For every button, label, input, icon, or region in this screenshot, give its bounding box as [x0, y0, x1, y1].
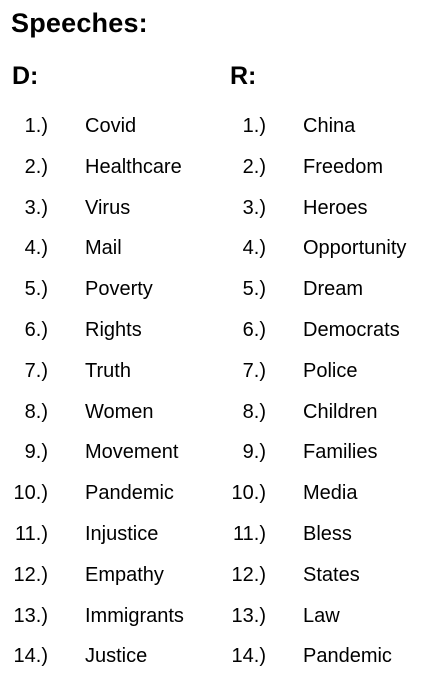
list-item-r: 4.) Opportunity — [218, 234, 448, 275]
item-number: 2.) — [24, 155, 48, 178]
list-item-r: 5.) Dream — [218, 275, 448, 316]
item-number: 1.) — [24, 115, 48, 137]
item-number: 12.) — [13, 563, 48, 586]
item-number: 14.) — [231, 645, 266, 668]
item-number: 14.) — [13, 645, 48, 668]
item-number: 4.) — [24, 237, 48, 260]
page-title: Speeches: — [11, 8, 148, 38]
list-item-r: 9.) Families — [218, 438, 448, 479]
list-item-d: 14.) Justice — [0, 642, 230, 683]
item-number: 11.) — [15, 522, 48, 545]
item-number: 13.) — [13, 604, 48, 627]
item-number: 4.) — [242, 237, 266, 260]
item-word: Women — [85, 400, 154, 423]
item-number: 9.) — [242, 441, 266, 464]
item-word: Police — [303, 359, 358, 382]
list-item-r: 8.) Children — [218, 398, 448, 439]
item-number: 12.) — [231, 563, 266, 586]
list-item-d: 9.) Movement — [0, 438, 230, 479]
list-item-d: 1.) Covid — [0, 112, 230, 153]
item-word: Freedom — [303, 155, 384, 178]
item-number: 5.) — [242, 278, 266, 301]
item-word: Truth — [85, 359, 131, 382]
list-item-d: 6.) Rights — [0, 316, 230, 357]
list-item-r: 3.) Heroes — [218, 194, 448, 235]
item-number: 1.) — [242, 115, 266, 137]
list-item-d: 5.) Poverty — [0, 275, 230, 316]
list-item-r: 11.) Bless — [218, 520, 448, 561]
list-item-d: 3.) Virus — [0, 194, 230, 235]
word-list-r: 1.) China 2.) Freedom 3.) Heroes 4.) Opportunit… — [218, 112, 448, 683]
item-number: 6.) — [24, 318, 48, 341]
item-word: Children — [303, 400, 378, 423]
item-number: 7.) — [242, 359, 266, 382]
item-word: Media — [303, 482, 358, 505]
list-item-r: 12.) States — [218, 561, 448, 602]
item-word: States — [303, 563, 360, 586]
item-word: Healthcare — [85, 155, 182, 178]
item-word: Immigrants — [85, 604, 184, 627]
item-number: 10.) — [13, 482, 48, 505]
item-word: Pandemic — [303, 645, 392, 668]
item-number: 11.) — [233, 522, 266, 545]
list-item-d: 2.) Healthcare — [0, 153, 230, 194]
item-word: Movement — [85, 441, 179, 464]
item-number: 6.) — [242, 318, 266, 341]
item-word: Justice — [85, 645, 148, 668]
item-number: 3.) — [24, 196, 48, 219]
list-item-r: 6.) Democrats — [218, 316, 448, 357]
list-item-d: 10.) Pandemic — [0, 479, 230, 520]
item-number: 2.) — [242, 155, 266, 178]
list-item-r: 1.) China — [218, 112, 448, 153]
list-item-d: 11.) Injustice — [0, 520, 230, 561]
item-number: 10.) — [231, 482, 266, 505]
list-item-r: 10.) Media — [218, 479, 448, 520]
item-word: Covid — [85, 115, 137, 137]
list-item-d: 7.) Truth — [0, 357, 230, 398]
item-word: Rights — [85, 318, 142, 341]
item-number: 7.) — [24, 359, 48, 382]
item-word: Virus — [85, 196, 131, 219]
list-item-r: 2.) Freedom — [218, 153, 448, 194]
item-number: 9.) — [24, 441, 48, 464]
item-number: 8.) — [24, 400, 48, 423]
item-word: Families — [303, 441, 378, 464]
item-word: Democrats — [303, 318, 400, 341]
list-item-d: 8.) Women — [0, 398, 230, 439]
list-item-d: 4.) Mail — [0, 234, 230, 275]
item-word: Empathy — [85, 563, 164, 586]
item-word: Poverty — [85, 278, 153, 301]
item-word: Dream — [303, 278, 364, 301]
item-number: 13.) — [231, 604, 266, 627]
item-number: 8.) — [242, 400, 266, 423]
item-word: Mail — [85, 237, 122, 260]
item-word: Opportunity — [303, 237, 407, 260]
item-number: 3.) — [242, 196, 266, 219]
column-heading-d: D: — [12, 62, 39, 90]
item-word: Injustice — [85, 522, 159, 545]
list-item-r: 13.) Law — [218, 602, 448, 643]
item-word: Pandemic — [85, 482, 174, 505]
column-heading-r: R: — [230, 62, 257, 90]
list-item-d: 12.) Empathy — [0, 561, 230, 602]
item-word: Bless — [303, 522, 352, 545]
item-number: 5.) — [24, 278, 48, 301]
item-word: Heroes — [303, 196, 368, 219]
word-list-d: 1.) Covid 2.) Healthcare 3.) Virus 4.) Mail 5.) P… — [0, 112, 230, 683]
list-item-d: 13.) Immigrants — [0, 602, 230, 643]
list-item-r: 14.) Pandemic — [218, 642, 448, 683]
item-word: Law — [303, 604, 340, 627]
item-word: China — [303, 115, 356, 137]
list-item-r: 7.) Police — [218, 357, 448, 398]
